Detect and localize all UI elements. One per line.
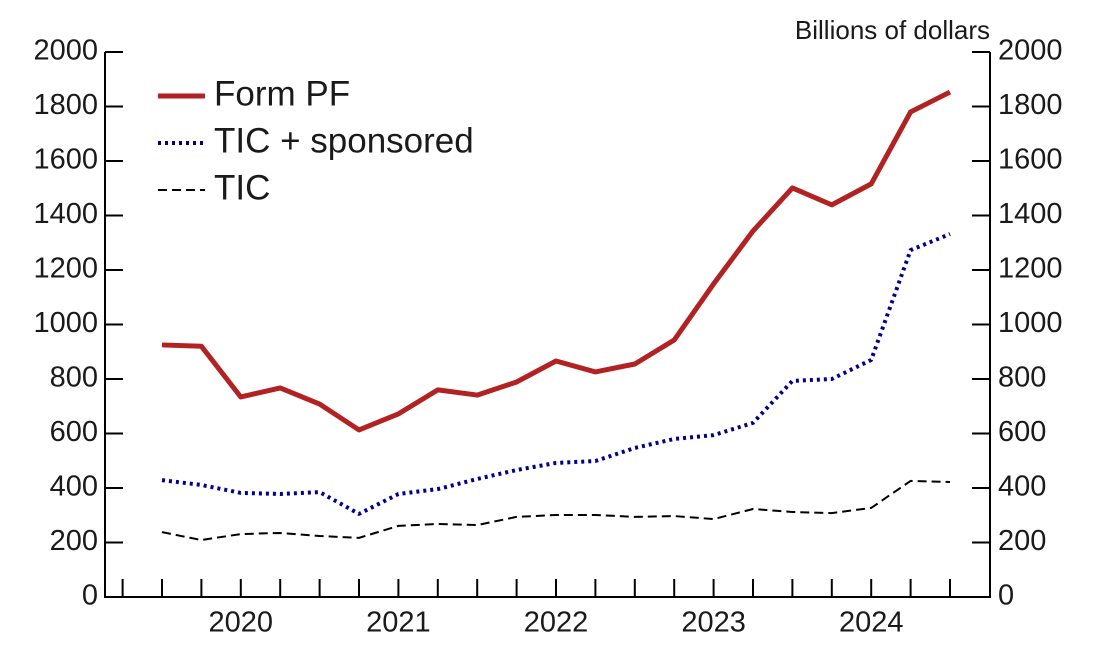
y2-tick-label: 200 [998,525,1046,557]
legend-label: Form PF [214,74,350,113]
y-tick-label: 600 [50,416,98,448]
y2-tick-label: 1000 [998,307,1063,339]
y-tick-label: 1200 [33,253,98,285]
x-tick-label: 2023 [681,607,746,639]
y2-tick-label: 1800 [998,89,1063,121]
line-series [161,89,952,433]
y2-tick-label: 2000 [998,35,1063,67]
x-tick-label: 2024 [839,607,904,639]
y2-tick-label: 600 [998,416,1046,448]
y-tick-label: 0 [82,580,98,612]
y-tick-label: 400 [50,471,98,503]
unit-label: Billions of dollars [795,15,990,45]
y-tick-label: 1400 [33,198,98,230]
line-series [161,479,951,542]
y2-tick-label: 1400 [998,198,1063,230]
y2-tick-label: 400 [998,471,1046,503]
y2-tick-label: 1600 [998,144,1063,176]
y2-tick-label: 0 [998,580,1014,612]
x-tick-label: 2021 [366,607,431,639]
y2-tick-label: 800 [998,362,1046,394]
y-tick-label: 1800 [33,89,98,121]
y-tick-label: 2000 [33,35,98,67]
legend-label: TIC + sponsored [214,121,474,160]
x-tick-label: 2022 [524,607,589,639]
x-tick-label: 2020 [209,607,274,639]
y-tick-label: 1600 [33,144,98,176]
y-tick-label: 200 [50,525,98,557]
line-series [161,232,951,516]
y-tick-label: 1000 [33,307,98,339]
y2-tick-label: 1200 [998,253,1063,285]
y-tick-label: 800 [50,362,98,394]
legend-label: TIC [214,168,270,207]
